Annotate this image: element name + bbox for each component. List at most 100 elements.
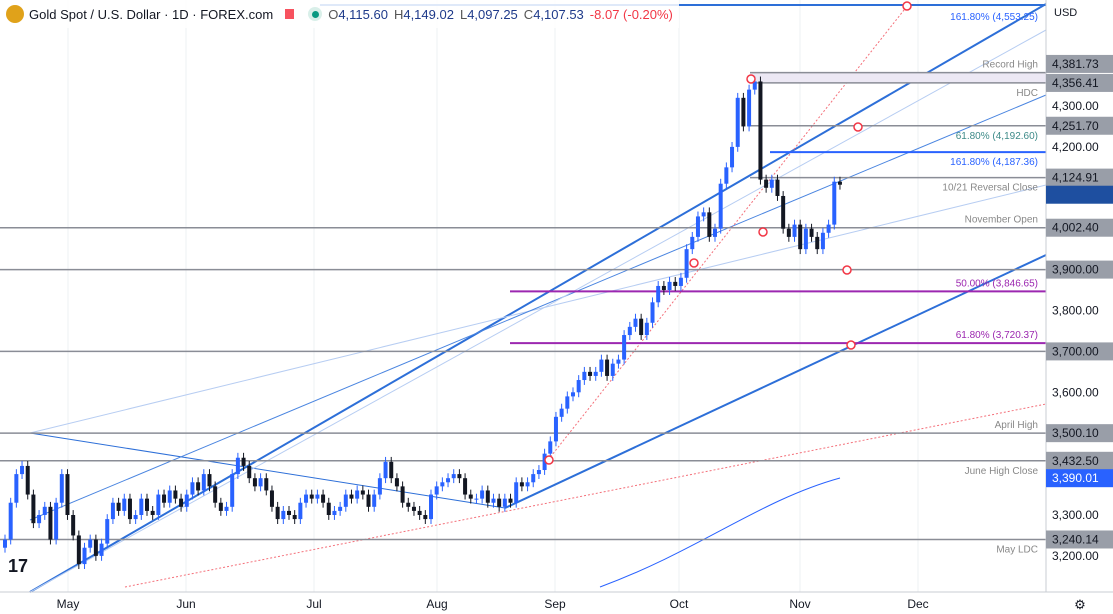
candle-body <box>281 510 286 520</box>
level-label: 61.80% (4,192.60) <box>956 131 1038 142</box>
parallel-line-1 <box>29 184 1047 434</box>
price-tick: 4,200.00 <box>1052 140 1099 154</box>
price-tick: 3,300.00 <box>1052 508 1099 522</box>
channel-lower-line <box>504 254 1047 509</box>
candle-body <box>235 457 240 475</box>
candle-body <box>576 380 581 393</box>
date-tick: Aug <box>426 597 447 611</box>
candle-body <box>99 543 104 556</box>
candle-body <box>803 228 808 250</box>
candle-body <box>179 498 184 507</box>
candle-body <box>196 482 201 491</box>
ma-badge-label: 3,390.01 <box>1052 471 1099 485</box>
date-tick: Nov <box>789 597 810 611</box>
candle-body <box>417 510 422 515</box>
level-label: Record High <box>982 60 1038 71</box>
candle-body <box>213 486 218 503</box>
candle-body <box>349 494 354 499</box>
flag-icon[interactable] <box>285 9 295 19</box>
price-badge <box>1046 342 1113 361</box>
date-tick: Dec <box>907 597 928 611</box>
level-label: November Open <box>965 215 1038 226</box>
price-badge-label: 3,432.50 <box>1052 454 1099 468</box>
candle-body <box>269 490 274 507</box>
pivot-marker <box>853 122 863 132</box>
candle-body <box>372 494 377 507</box>
candle-body <box>156 494 161 515</box>
candle-body <box>707 212 712 237</box>
candle-body <box>394 478 399 487</box>
price-badge-label: 3,500.10 <box>1052 426 1099 440</box>
candle-body <box>735 97 740 147</box>
symbol-title: Gold Spot / U.S. Dollar · 1D · FOREX.com <box>29 6 274 22</box>
candle-body <box>65 474 70 515</box>
candle-body <box>252 478 257 487</box>
candle-body <box>230 474 235 507</box>
price-badge-label: 4,251.70 <box>1052 119 1099 133</box>
pivot-marker <box>902 1 912 11</box>
level-label: 61.80% (3,720.37) <box>956 330 1038 341</box>
candle-body <box>468 494 473 499</box>
candle-body <box>775 179 780 196</box>
level-label: HDC <box>1016 88 1038 99</box>
candle-body <box>224 506 229 511</box>
price-axis <box>1046 0 1113 614</box>
slope-line <box>29 432 506 509</box>
candle-body <box>713 228 717 237</box>
price-tick: 4,300.00 <box>1052 99 1099 113</box>
candle-body <box>315 494 320 499</box>
candle-body <box>88 539 93 548</box>
candle-body <box>616 359 621 364</box>
price-badge <box>1046 73 1113 92</box>
candle-body <box>258 478 263 487</box>
level-label: April High <box>995 420 1038 431</box>
candle-body <box>48 506 53 540</box>
candle-body <box>287 510 291 515</box>
currency-label[interactable]: USD <box>1054 7 1078 19</box>
candle-body <box>599 359 604 372</box>
candle-body <box>207 474 212 487</box>
candle-body <box>792 224 797 237</box>
pivot-marker <box>746 74 756 84</box>
candle-body <box>93 539 98 556</box>
candle-body <box>133 515 138 520</box>
candle-body <box>553 416 558 442</box>
candle-body <box>184 494 189 507</box>
pivot-marker <box>758 227 768 237</box>
date-tick: Sep <box>544 597 566 611</box>
high-value: 4,149.02 <box>403 6 454 22</box>
candle-body <box>542 453 547 471</box>
candle-body <box>218 502 223 511</box>
candle-body <box>14 474 19 503</box>
candle-body <box>701 212 706 217</box>
candle-body <box>76 535 81 565</box>
candle-body <box>457 474 462 479</box>
candle-body <box>389 461 394 479</box>
candle-body <box>406 502 411 507</box>
candle-body <box>451 474 456 479</box>
candle-body <box>491 498 496 503</box>
candle-body <box>292 515 297 520</box>
price-badge-label: 4,381.73 <box>1052 57 1099 71</box>
candle-body <box>730 146 735 168</box>
candle-body <box>71 515 76 536</box>
candle-body <box>162 494 167 503</box>
ohlc-high: H4,149.02 <box>393 6 454 22</box>
top-fib-label: 161.80% (4,553.25) <box>950 12 1038 23</box>
trendline-red <box>124 403 1047 588</box>
candle-body <box>809 228 814 237</box>
candle-body <box>190 482 195 495</box>
candle-body <box>627 326 632 336</box>
candle-body <box>411 506 416 511</box>
trendline-red-2 <box>547 4 909 461</box>
settings-gear-icon[interactable]: ⚙ <box>1074 597 1086 612</box>
candle-body <box>690 236 695 250</box>
price-badge <box>1046 530 1113 549</box>
candle-body <box>747 89 752 127</box>
candle-body <box>582 371 587 381</box>
candle-body <box>31 494 36 524</box>
candle-body <box>25 465 30 495</box>
candle-body <box>508 498 513 503</box>
candle-body <box>127 498 132 520</box>
